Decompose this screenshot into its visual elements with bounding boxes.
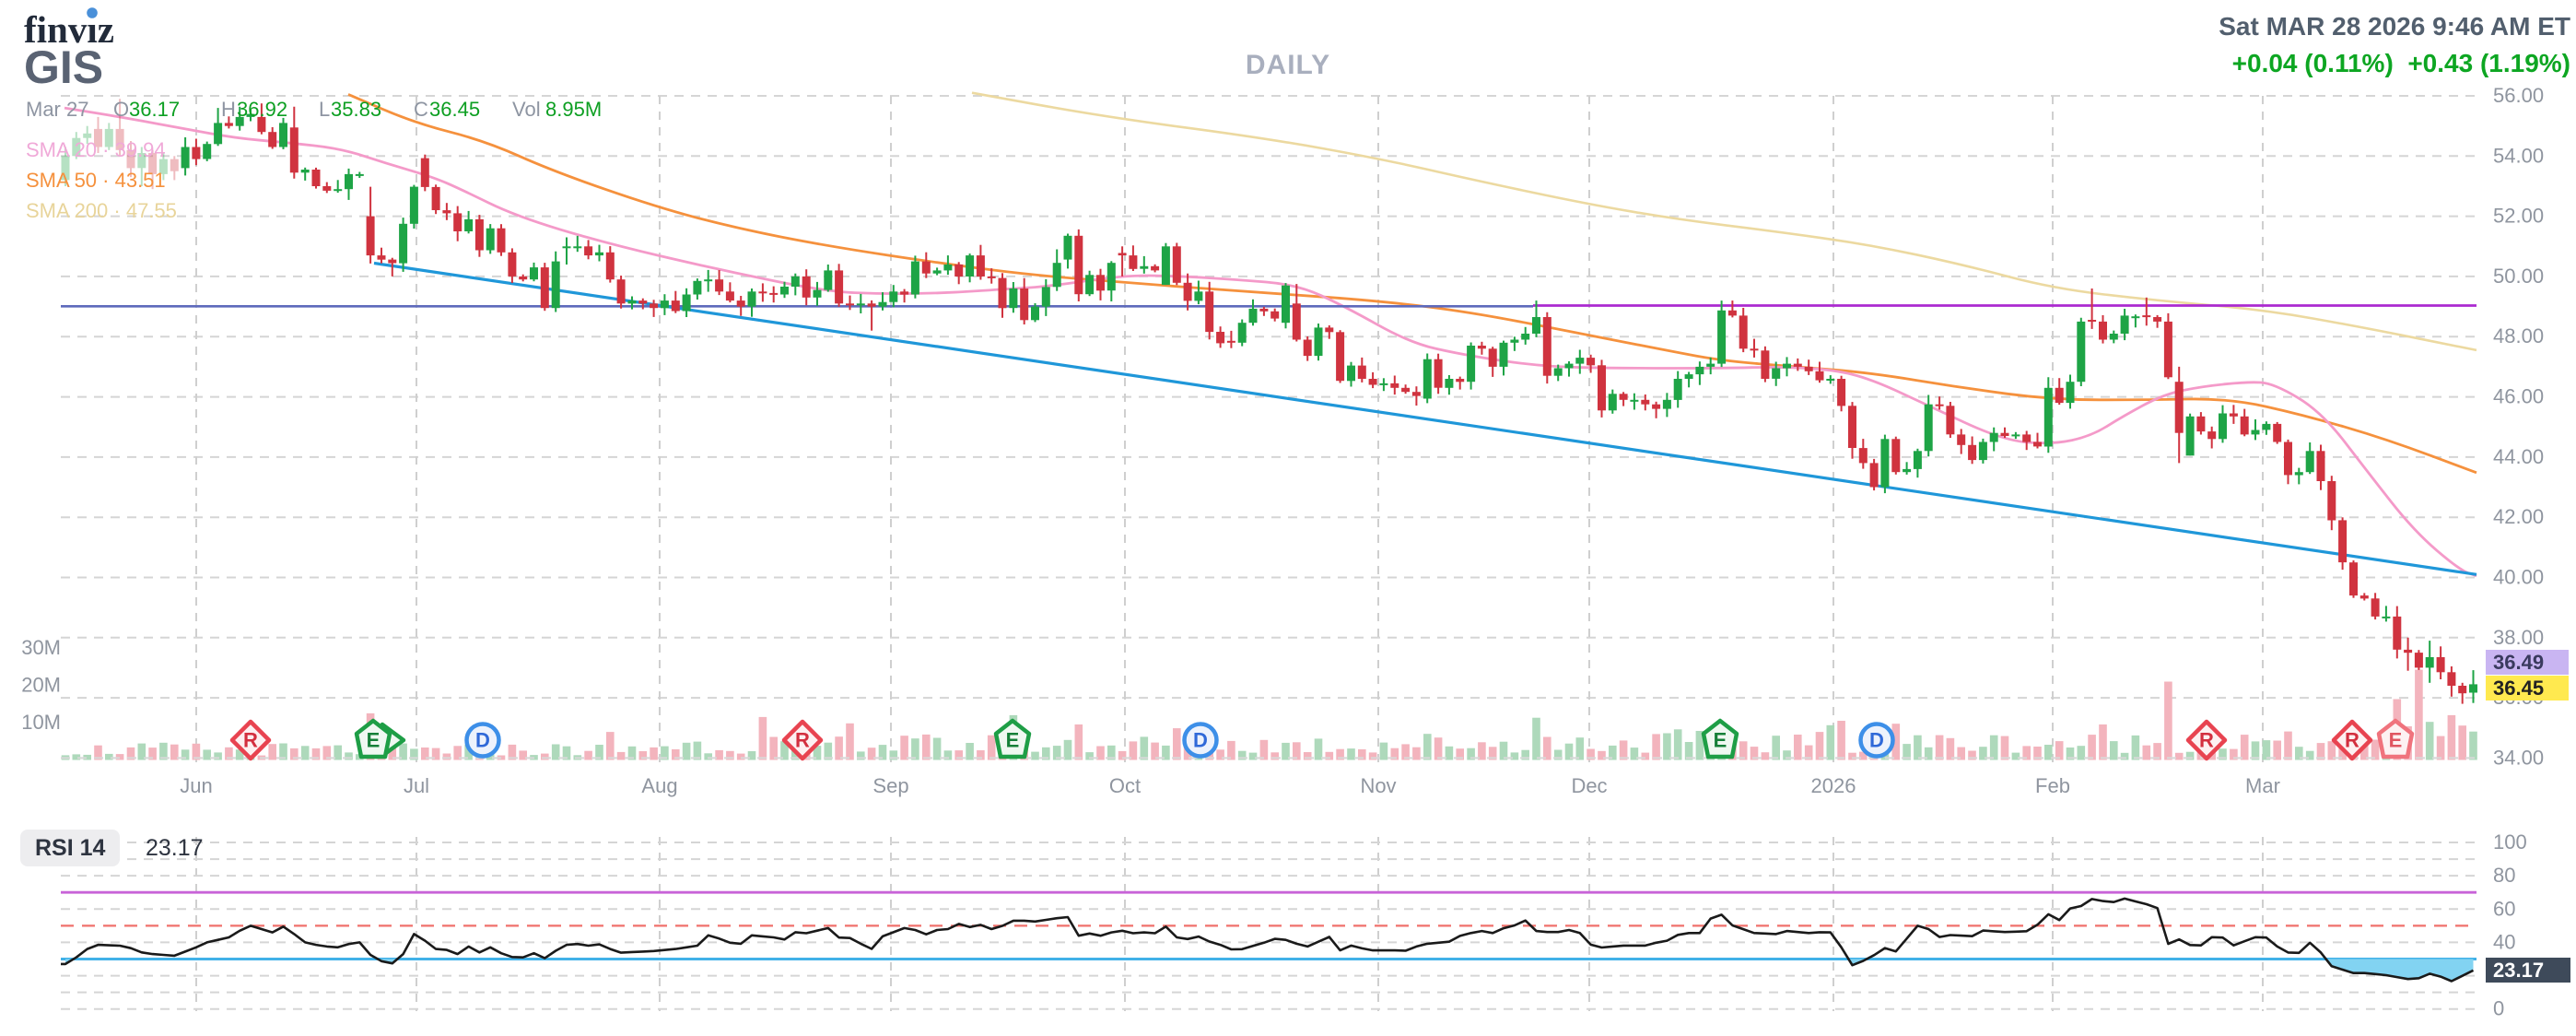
svg-text:80: 80 (2493, 864, 2515, 887)
svg-text:48.00: 48.00 (2493, 324, 2544, 347)
svg-text:E: E (2389, 729, 2403, 752)
svg-text:Oct: Oct (1109, 774, 1141, 797)
svg-text:44.00: 44.00 (2493, 445, 2544, 468)
svg-text:10M: 10M (21, 711, 61, 734)
svg-text:Feb: Feb (2035, 774, 2070, 797)
svg-text:Aug: Aug (641, 774, 677, 797)
svg-text:54.00: 54.00 (2493, 144, 2544, 167)
svg-text:100: 100 (2493, 830, 2527, 854)
svg-text:Sat MAR 28 2026 9:46 AM ET: Sat MAR 28 2026 9:46 AM ET (2219, 12, 2570, 41)
svg-text:23.17: 23.17 (2493, 959, 2544, 982)
svg-text:E: E (1006, 729, 1020, 752)
svg-text:D: D (475, 729, 490, 752)
svg-text:E: E (1714, 729, 1727, 752)
svg-text:DAILY: DAILY (1246, 50, 1330, 80)
svg-text:46.00: 46.00 (2493, 385, 2544, 408)
svg-text:R: R (795, 729, 810, 752)
svg-text:H: H (221, 98, 236, 121)
svg-text:20M: 20M (21, 674, 61, 697)
svg-text:Nov: Nov (1360, 774, 1396, 797)
svg-text:8.95M: 8.95M (545, 98, 602, 121)
svg-text:40.00: 40.00 (2493, 566, 2544, 589)
svg-text:0: 0 (2493, 997, 2504, 1020)
svg-text:23.17: 23.17 (146, 835, 204, 861)
svg-text:SMA 50 · 43.51: SMA 50 · 43.51 (26, 169, 166, 192)
svg-text:R: R (2199, 729, 2214, 752)
svg-text:30M: 30M (21, 636, 61, 659)
svg-text:Mar: Mar (2245, 774, 2280, 797)
svg-text:finvız: finvız (24, 8, 114, 51)
svg-text:50.00: 50.00 (2493, 265, 2544, 288)
svg-text:+0.04 (0.11%) +0.43 (1.19%): +0.04 (0.11%) +0.43 (1.19%) (2232, 49, 2570, 77)
svg-text:36.92: 36.92 (237, 98, 287, 121)
svg-text:34.00: 34.00 (2493, 746, 2544, 769)
svg-text:Mar 27: Mar 27 (26, 98, 88, 121)
svg-text:SMA 200 · 47.55: SMA 200 · 47.55 (26, 199, 177, 222)
svg-text:D: D (1193, 729, 1208, 752)
svg-text:35.83: 35.83 (331, 98, 381, 121)
svg-text:O: O (113, 98, 129, 121)
svg-text:36.17: 36.17 (129, 98, 180, 121)
svg-text:42.00: 42.00 (2493, 505, 2544, 528)
svg-text:Sep: Sep (872, 774, 908, 797)
svg-text:Dec: Dec (1571, 774, 1607, 797)
svg-text:RSI 14: RSI 14 (35, 835, 106, 861)
svg-text:R: R (2345, 729, 2359, 752)
svg-text:Jun: Jun (180, 774, 212, 797)
svg-text:2026: 2026 (1811, 774, 1856, 797)
svg-text:GIS: GIS (24, 41, 103, 93)
svg-text:36.49: 36.49 (2493, 651, 2544, 674)
svg-text:SMA 20 · 39.94: SMA 20 · 39.94 (26, 138, 166, 161)
svg-text:52.00: 52.00 (2493, 205, 2544, 228)
svg-text:Vol: Vol (512, 98, 541, 121)
svg-text:56.00: 56.00 (2493, 84, 2544, 107)
svg-text:60: 60 (2493, 897, 2515, 920)
svg-text:D: D (1869, 729, 1884, 752)
svg-text:L: L (319, 98, 330, 121)
svg-text:Jul: Jul (404, 774, 429, 797)
svg-text:C: C (414, 98, 428, 121)
svg-text:R: R (243, 729, 258, 752)
svg-text:38.00: 38.00 (2493, 626, 2544, 649)
svg-text:36.45: 36.45 (429, 98, 480, 121)
svg-text:36.45: 36.45 (2493, 677, 2544, 700)
svg-text:E: E (367, 729, 381, 752)
svg-text:40: 40 (2493, 930, 2515, 953)
